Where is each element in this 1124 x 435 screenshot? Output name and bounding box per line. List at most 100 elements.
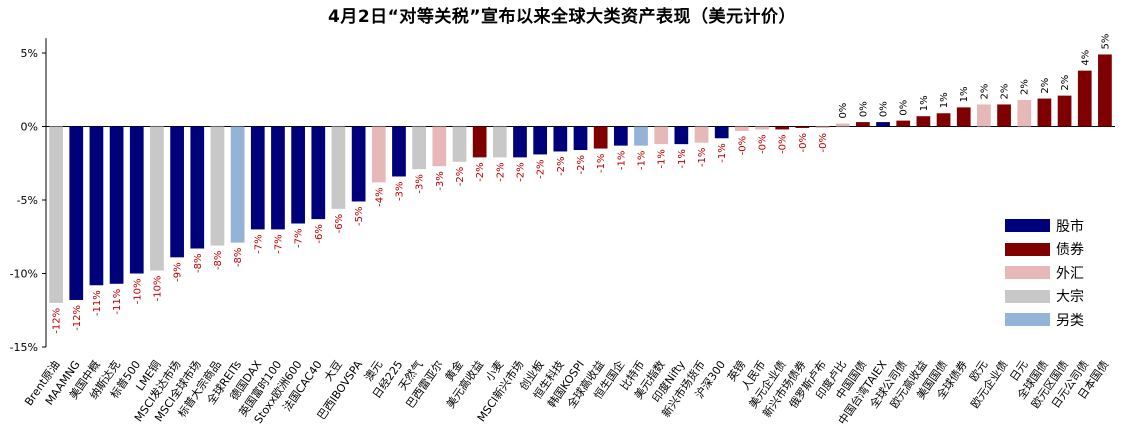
legend-item: 债券 <box>1005 238 1084 262</box>
legend-label: 外汇 <box>1056 265 1084 282</box>
bar <box>190 126 205 249</box>
data-label: -0% <box>798 133 809 152</box>
data-label: -10% <box>152 276 163 302</box>
bar <box>815 126 830 128</box>
bar <box>674 126 689 145</box>
data-label: 2% <box>1040 78 1051 94</box>
bar <box>735 126 749 131</box>
bar <box>311 126 326 220</box>
bar <box>210 126 225 246</box>
data-label: -0% <box>737 136 748 155</box>
bar <box>553 126 568 152</box>
data-label: 2% <box>1000 84 1011 100</box>
data-label: -2% <box>576 155 587 174</box>
bar <box>775 126 790 130</box>
bar <box>613 126 628 146</box>
data-label: -1% <box>677 149 688 168</box>
bar <box>371 126 386 183</box>
data-label: -0% <box>778 134 789 153</box>
bar <box>795 126 810 128</box>
data-label: -1% <box>657 149 668 168</box>
bar <box>936 113 951 127</box>
data-label: 2% <box>1060 75 1071 91</box>
bar <box>977 104 991 127</box>
data-label: 1% <box>959 87 970 103</box>
data-label: 5% <box>1100 34 1111 50</box>
bar <box>755 126 769 130</box>
bar <box>513 126 527 158</box>
bar <box>856 122 870 127</box>
bar <box>533 126 548 155</box>
data-label: -3% <box>415 174 426 193</box>
legend-swatch <box>1005 313 1050 327</box>
data-label: -7% <box>273 234 284 253</box>
data-label: -0% <box>758 134 769 153</box>
bar <box>230 126 245 243</box>
legend-label: 另类 <box>1056 312 1084 329</box>
chart-legend: 股市 债券 外汇 大宗 另类 <box>1005 214 1084 332</box>
bar <box>916 116 931 127</box>
bar <box>593 126 608 149</box>
legend-item: 另类 <box>1005 308 1084 332</box>
data-label: -1% <box>596 154 607 173</box>
data-label: 0% <box>879 101 890 117</box>
data-label: -2% <box>455 167 466 186</box>
y-tick-label: -5% <box>17 194 38 207</box>
data-label: 1% <box>919 95 930 111</box>
data-label: -2% <box>556 156 567 175</box>
data-label: -6% <box>314 224 325 243</box>
bar <box>896 120 911 127</box>
bar <box>492 126 507 158</box>
data-label: -8% <box>213 251 224 270</box>
bar <box>654 126 669 145</box>
bar <box>250 126 265 230</box>
bar <box>412 126 426 170</box>
data-label: -9% <box>173 262 184 281</box>
legend-item: 大宗 <box>1005 285 1084 309</box>
data-label: 1% <box>939 92 950 108</box>
data-label: -2% <box>536 159 547 178</box>
data-label: 2% <box>1020 79 1031 95</box>
bar <box>331 126 346 209</box>
bar <box>452 126 467 162</box>
bar <box>432 126 447 167</box>
data-label: 0% <box>899 100 910 116</box>
bar <box>1017 100 1032 127</box>
legend-swatch <box>1005 289 1050 303</box>
data-label: 0% <box>838 103 849 119</box>
legend-swatch <box>1005 266 1050 280</box>
data-label: -11% <box>92 290 103 316</box>
data-label: -5% <box>354 206 365 225</box>
bar <box>49 126 63 303</box>
data-label: -6% <box>334 214 345 233</box>
data-label: -2% <box>495 162 506 181</box>
y-tick-label: -10% <box>10 268 38 281</box>
bar <box>170 126 184 258</box>
legend-swatch <box>1005 219 1050 233</box>
data-label: -3% <box>435 171 446 190</box>
data-label: -12% <box>52 308 63 334</box>
data-label: -3% <box>394 181 405 200</box>
bar <box>573 126 588 151</box>
legend-label: 债券 <box>1056 242 1084 259</box>
data-label: -1% <box>717 143 728 162</box>
bar <box>69 126 84 300</box>
bar <box>714 126 729 139</box>
bar <box>997 104 1011 127</box>
data-label: -8% <box>233 248 244 267</box>
data-label: -2% <box>515 162 526 181</box>
bar <box>472 126 487 158</box>
data-label: -7% <box>253 234 264 253</box>
y-tick-label: -15% <box>10 341 38 354</box>
bar <box>351 126 366 202</box>
bar <box>634 126 648 146</box>
bar <box>109 126 124 284</box>
bar <box>876 122 890 127</box>
bar <box>150 126 164 271</box>
data-label: -8% <box>193 254 204 273</box>
data-label: -0% <box>818 133 829 152</box>
bar <box>89 126 104 286</box>
bar <box>1037 98 1052 127</box>
data-label: -1% <box>616 151 627 170</box>
